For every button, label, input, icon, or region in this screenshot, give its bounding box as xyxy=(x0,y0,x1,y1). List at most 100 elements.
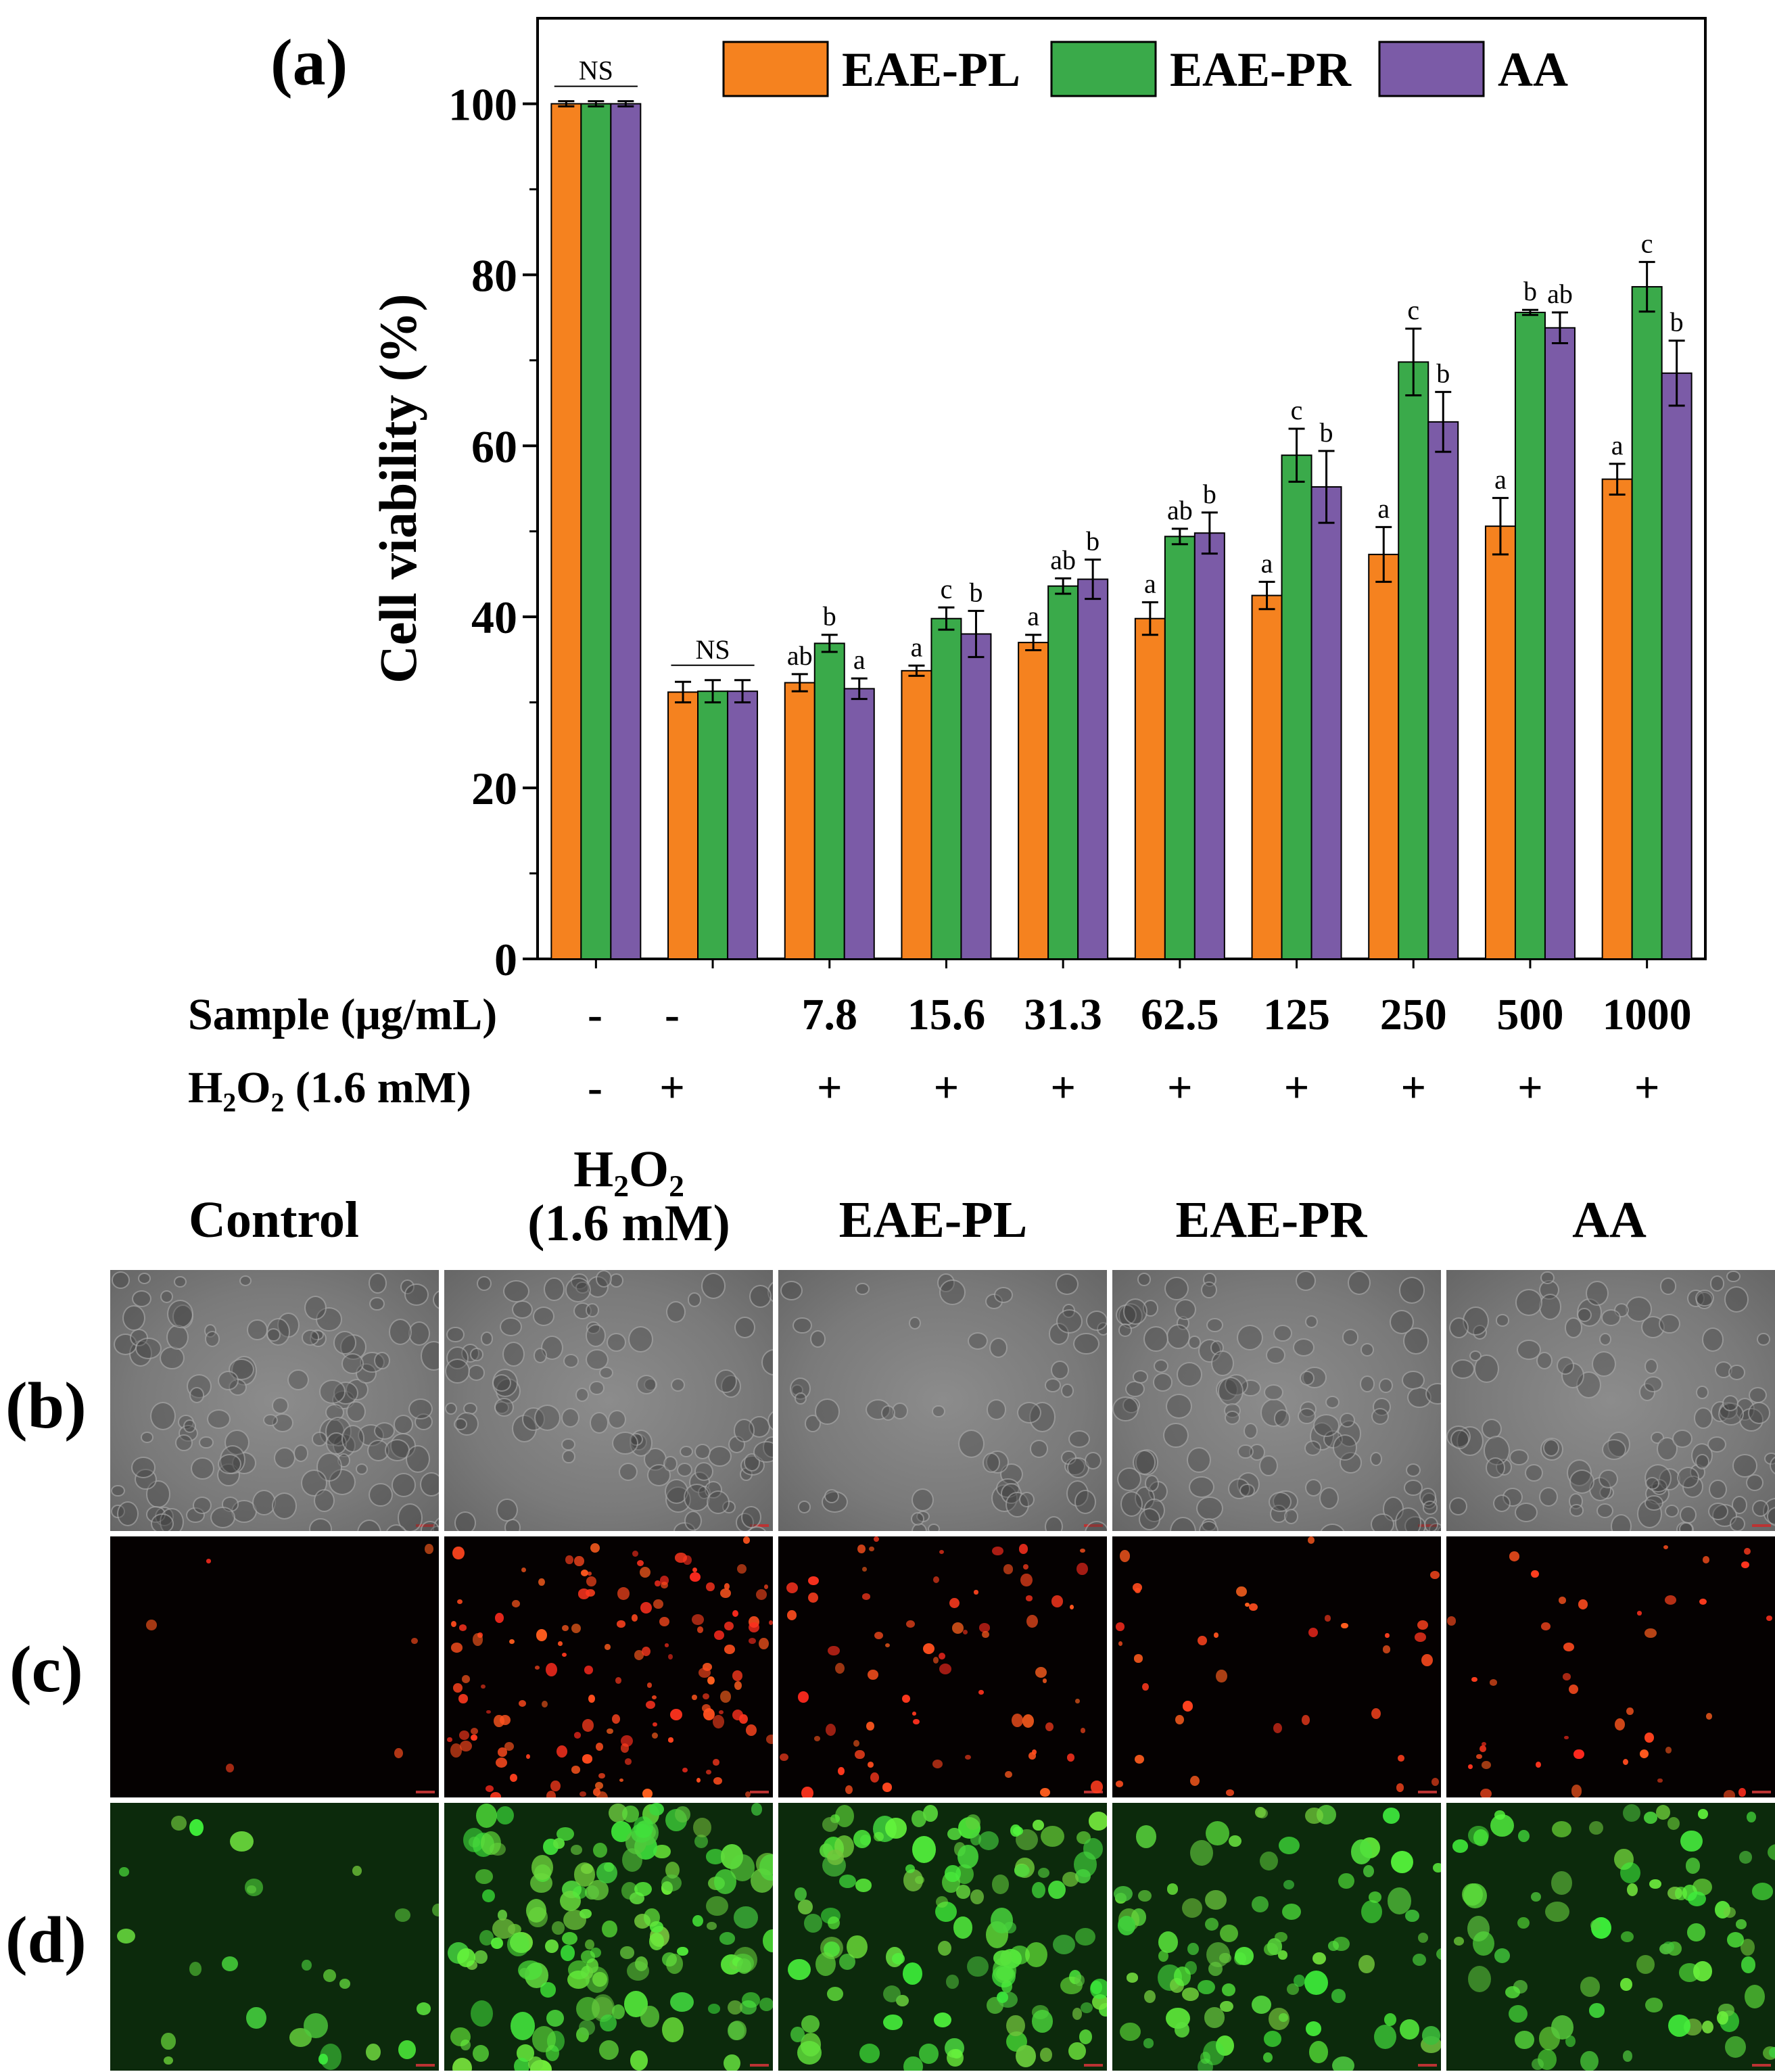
cell-blob xyxy=(1580,2051,1599,2071)
cell-blob xyxy=(131,1457,156,1478)
cell-blob xyxy=(939,1279,966,1306)
cell-blob xyxy=(632,1551,638,1557)
cell-blob xyxy=(1644,1477,1660,1490)
cell-blob xyxy=(1589,2003,1605,2018)
cell-blob xyxy=(1655,1805,1670,1820)
cell-blob xyxy=(421,1520,439,1531)
significance-letter: ab xyxy=(1167,495,1193,525)
cell-blob xyxy=(666,1300,686,1323)
cell-blob xyxy=(475,1868,493,1884)
cell-blob xyxy=(1304,1440,1321,1456)
cell-blob xyxy=(1112,1396,1139,1421)
cell-blob xyxy=(962,1630,968,1635)
cell-blob xyxy=(659,1616,670,1627)
cell-blob xyxy=(491,1937,503,1949)
cell-blob xyxy=(1589,1821,1604,1835)
cell-blob xyxy=(1705,1712,1713,1720)
cell-blob xyxy=(1197,1980,1215,1995)
cell-blob xyxy=(607,1409,627,1430)
cell-blob xyxy=(545,1939,559,1954)
cell-blob xyxy=(742,1536,751,1544)
cell-blob xyxy=(663,1455,678,1472)
cell-blob xyxy=(826,1986,844,2002)
cell-blob xyxy=(612,1714,621,1724)
cell-blob xyxy=(1644,1733,1655,1743)
cell-blob xyxy=(649,1803,665,1816)
cell-blob xyxy=(868,1546,874,1552)
cell-blob xyxy=(1517,1916,1530,1929)
cell-blob xyxy=(239,1275,252,1287)
cell-blob xyxy=(780,1280,803,1301)
cell-blob xyxy=(828,1645,840,1656)
cell-blob xyxy=(550,1780,561,1791)
cell-blob xyxy=(116,1928,135,1944)
cell-blob xyxy=(1019,1492,1035,1508)
cell-blob xyxy=(341,1353,364,1374)
cell-blob xyxy=(514,2058,529,2071)
cell-blob xyxy=(1042,1678,1047,1683)
cell-blob xyxy=(1076,1562,1088,1576)
cell-blob xyxy=(653,1599,663,1609)
cell-blob xyxy=(1701,2021,1713,2034)
cell-blob xyxy=(1396,1783,1404,1793)
cell-blob xyxy=(728,2000,743,2015)
cell-blob xyxy=(1294,1974,1306,1987)
cell-blob xyxy=(1137,1272,1152,1286)
cell-blob xyxy=(1695,1454,1709,1470)
micrograph-b-aa xyxy=(1446,1270,1775,1531)
bar-aa xyxy=(1077,578,1109,960)
cell-blob xyxy=(1220,2001,1233,2012)
cell-blob xyxy=(468,1365,486,1381)
cell-blob xyxy=(1371,1513,1395,1531)
cell-blob xyxy=(1229,1835,1241,1847)
cell-blob xyxy=(660,1581,668,1589)
cell-blob xyxy=(578,2020,596,2036)
cell-blob xyxy=(939,1549,944,1554)
bar-eae-pr xyxy=(1631,286,1663,960)
cell-blob xyxy=(741,1992,760,2008)
cell-blob xyxy=(1143,1990,1156,2004)
cell-blob xyxy=(1751,1500,1770,1517)
cell-blob xyxy=(1707,1436,1726,1453)
cell-blob xyxy=(266,1328,281,1342)
cell-blob xyxy=(492,1918,516,1939)
cell-blob xyxy=(815,1952,836,1977)
cell-blob xyxy=(1693,1407,1713,1429)
cell-blob xyxy=(707,2004,721,2015)
cell-blob xyxy=(1056,1273,1079,1296)
cell-blob xyxy=(1015,2045,1037,2068)
cell-blob xyxy=(932,1405,945,1418)
cell-blob xyxy=(664,1643,669,1647)
cell-blob xyxy=(707,1676,715,1685)
cell-blob xyxy=(302,1959,312,1971)
cell-blob xyxy=(384,1439,410,1461)
cell-blob xyxy=(1406,1463,1421,1478)
cell-blob xyxy=(986,1399,1007,1420)
ns-annotation: NS xyxy=(695,634,730,665)
cell-blob xyxy=(661,1874,682,1891)
legend-label-eae-pr: EAE-PR xyxy=(1170,43,1352,97)
cell-blob xyxy=(1454,1937,1464,1946)
cell-blob xyxy=(1748,1402,1771,1424)
cell-blob xyxy=(1283,1879,1294,1889)
cell-blob xyxy=(939,1652,945,1659)
cell-blob xyxy=(1308,1536,1315,1544)
micrograph-c-h2o2 xyxy=(444,1536,773,1797)
cell-blob xyxy=(315,1306,343,1332)
cell-blob xyxy=(617,1587,630,1600)
cell-blob xyxy=(634,1881,652,1897)
cell-blob xyxy=(140,1432,154,1443)
cell-blob xyxy=(873,1536,880,1543)
cell-blob xyxy=(1025,1595,1033,1601)
cell-blob xyxy=(855,1749,865,1760)
cell-blob xyxy=(346,1401,366,1423)
significance-letter: a xyxy=(853,644,866,675)
cell-blob xyxy=(759,1854,773,1881)
cell-blob xyxy=(1358,1955,1375,1974)
cell-blob xyxy=(1481,1741,1487,1747)
cell-blob xyxy=(528,2056,543,2071)
significance-letter: a xyxy=(1611,430,1624,461)
cell-blob xyxy=(1726,1271,1741,1283)
micrograph-d-eae-pl xyxy=(778,1803,1107,2071)
cell-blob xyxy=(1623,1758,1629,1765)
